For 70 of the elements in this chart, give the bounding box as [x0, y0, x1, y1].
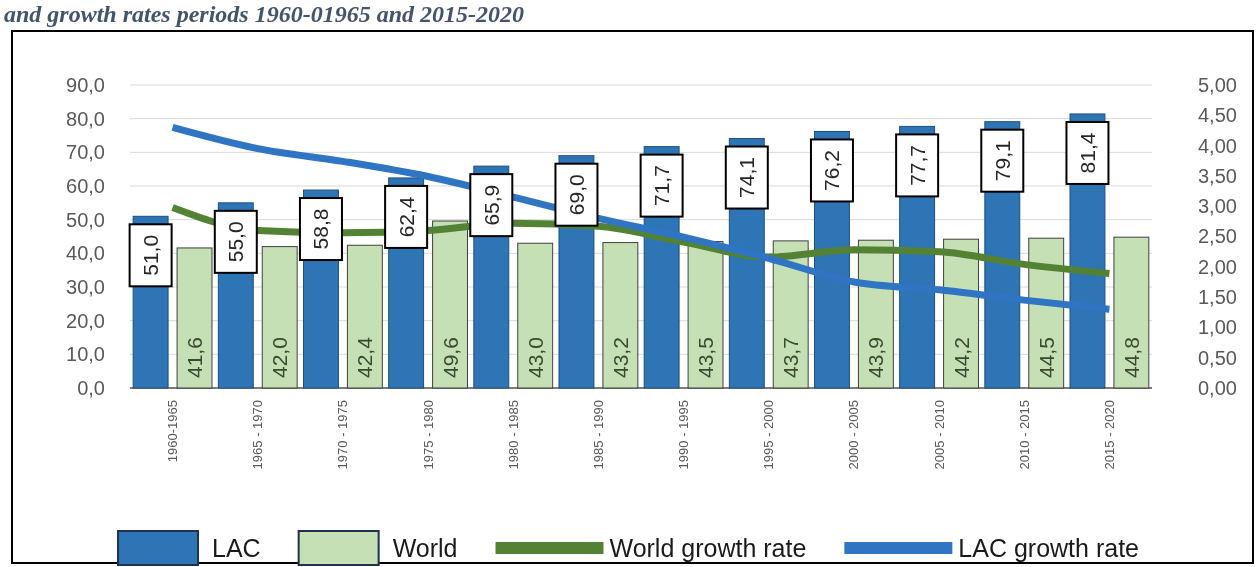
y2-tick-label: 3,00 [1198, 195, 1237, 218]
y-tick-label: 20,0 [66, 309, 105, 332]
x-tick-label: 1975 - 1980 [420, 400, 436, 470]
x-tick-label: 1995 - 2000 [761, 400, 777, 470]
data-label: 76,2 [820, 150, 844, 191]
y-tick-label: 70,0 [66, 141, 105, 164]
x-tick-label: 1965 - 1970 [250, 400, 266, 470]
y-tick-label: 60,0 [66, 174, 105, 197]
y2-tick-label: 3,50 [1198, 164, 1237, 187]
data-label: 65,9 [479, 184, 503, 226]
y2-tick-label: 1,50 [1198, 286, 1237, 308]
chart-title: and growth rates periods 1960-01965 and 2015-2020 [4, 1, 525, 27]
data-label: 41,6 [183, 337, 207, 378]
x-tick-label: 1960-1965 [165, 400, 181, 463]
bar [602, 242, 639, 389]
x-tick-label: 1970 - 1975 [335, 400, 351, 470]
x-tick-label: 2000 - 2005 [846, 400, 862, 470]
bar [346, 244, 383, 389]
bar [432, 220, 468, 389]
data-label: 44,8 [1119, 337, 1143, 378]
data-label: 74,1 [735, 157, 759, 198]
x-tick-label: 1980 - 1985 [505, 400, 521, 470]
y-tick-label: 10,0 [66, 343, 105, 366]
x-tick-label: 1985 - 1990 [590, 400, 606, 470]
data-label: 69,0 [564, 174, 588, 216]
y2-tick-label: 2,50 [1198, 225, 1237, 248]
data-label: 43,7 [779, 337, 803, 378]
data-label: 77,7 [905, 144, 929, 186]
data-label: 58,8 [309, 208, 333, 250]
y-tick-label: 50,0 [66, 208, 105, 231]
data-label: 44,2 [949, 337, 973, 378]
legend-label: LAC [212, 534, 261, 562]
legend-label: World [392, 534, 458, 562]
data-label: 79,1 [990, 140, 1014, 182]
data-label: 51,0 [139, 234, 163, 276]
legend-label: World growth rate [609, 534, 807, 562]
bar [1113, 236, 1150, 389]
y2-tick-label: 4,00 [1198, 134, 1237, 157]
data-label: 71,7 [650, 165, 674, 207]
y2-tick-label: 1,00 [1198, 316, 1237, 339]
y2-tick-label: 0,50 [1198, 346, 1237, 369]
y-tick-label: 40,0 [66, 242, 105, 265]
y2-tick-label: 0,00 [1198, 376, 1237, 399]
x-tick-label: 2015 - 2020 [1101, 400, 1117, 470]
bar [687, 241, 724, 389]
y-tick-label: 80,0 [66, 107, 105, 130]
y-tick-label: 30,0 [66, 275, 105, 298]
y2-tick-label: 5,00 [1198, 73, 1237, 96]
data-label: 42,0 [268, 337, 292, 378]
data-label: 43,2 [608, 337, 632, 378]
y-tick-label: 90,0 [66, 73, 105, 96]
data-label: 43,9 [864, 337, 888, 378]
data-label: 49,6 [438, 337, 462, 378]
bar [176, 247, 213, 389]
data-label: 62,4 [394, 196, 418, 238]
data-label: 44,5 [1034, 337, 1058, 378]
bar [261, 246, 298, 389]
data-label: 55,0 [224, 221, 248, 263]
data-label: 43,0 [523, 337, 547, 378]
x-tick-label: 1990 - 1995 [676, 400, 692, 470]
y-tick-label: 0,0 [77, 376, 105, 399]
bar [517, 242, 554, 389]
y2-tick-label: 2,00 [1198, 255, 1237, 278]
data-label: 43,5 [694, 337, 718, 378]
x-tick-label: 2010 - 2015 [1016, 400, 1032, 470]
y2-tick-label: 4,50 [1198, 104, 1237, 127]
legend-label: LAC growth rate [958, 534, 1139, 562]
data-label: 81,4 [1075, 132, 1099, 174]
data-label: 42,4 [353, 336, 377, 378]
x-tick-label: 2005 - 2010 [931, 400, 947, 470]
